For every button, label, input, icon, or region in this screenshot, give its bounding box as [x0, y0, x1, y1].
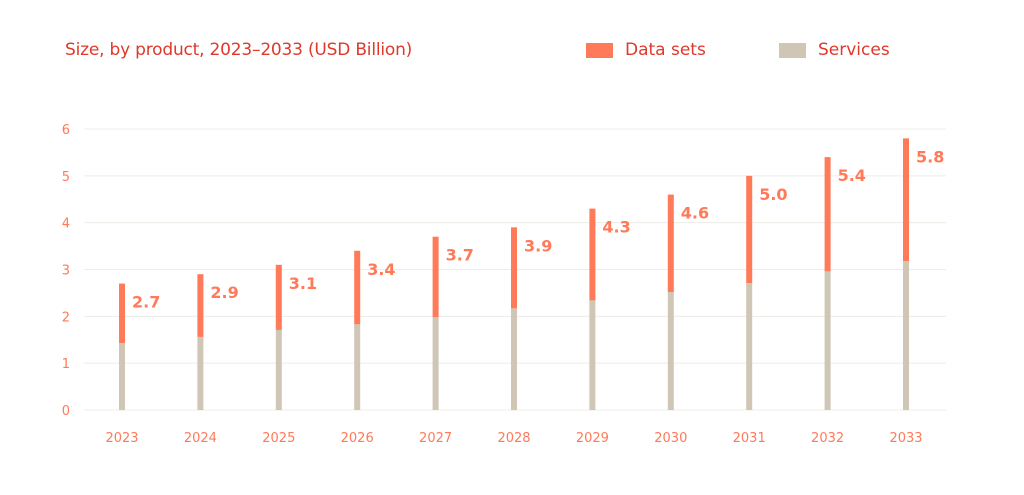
chart-title: Size, by product, 2023–2033 (USD Billion…	[65, 40, 413, 60]
total-value-label: 4.6	[681, 204, 709, 223]
bar-segment-services	[903, 261, 909, 410]
legend-label-services: Services	[818, 40, 890, 60]
total-value-label: 4.3	[602, 218, 630, 237]
x-tick-label: 2026	[341, 431, 374, 446]
bar-segment-services	[275, 329, 282, 410]
bar-segment-services	[354, 324, 361, 410]
bars	[119, 138, 909, 410]
legend-swatch-services	[779, 42, 806, 58]
total-value-label: 3.4	[367, 260, 395, 279]
x-tick-label: 2032	[811, 431, 844, 446]
x-tick-label: 2028	[497, 431, 530, 446]
bar-segment-data-sets	[354, 250, 361, 325]
bar-segment-services	[511, 308, 517, 410]
total-value-label: 5.0	[759, 185, 787, 204]
bar-segment-services	[432, 317, 439, 410]
total-value-label: 2.7	[132, 293, 160, 312]
bar-segment-data-sets	[667, 194, 674, 292]
total-value-label: 3.7	[446, 246, 474, 265]
x-tick-label: 2031	[733, 431, 766, 446]
total-value-label: 3.1	[289, 274, 317, 293]
bar-segment-data-sets	[746, 175, 753, 284]
legend-item-data-sets: Data sets	[586, 40, 706, 60]
y-tick-label: 3	[62, 264, 70, 279]
x-tick-label: 2027	[419, 431, 452, 446]
total-value-label: 2.9	[210, 283, 238, 302]
y-tick-label: 2	[62, 310, 70, 325]
total-value-label: 5.8	[916, 147, 944, 166]
bar-segment-services	[197, 336, 204, 410]
y-tick-label: 4	[62, 217, 70, 232]
bar-segment-services	[667, 291, 674, 410]
bar-segment-services	[119, 343, 125, 410]
x-axis-ticks: 2023 2024 2025 2026 2027 2028 2029 2030 2031 2032…	[105, 431, 922, 446]
bar-segment-services	[746, 283, 753, 410]
y-tick-label: 5	[62, 170, 70, 185]
x-tick-label: 2024	[184, 431, 217, 446]
bar-segment-data-sets	[197, 274, 204, 337]
bar-segment-data-sets	[824, 157, 831, 272]
legend-label-data-sets: Data sets	[625, 40, 706, 60]
bar-segment-data-sets	[275, 264, 282, 330]
bar-segment-data-sets	[903, 138, 909, 262]
bar-segment-services	[589, 300, 596, 410]
x-tick-label: 2033	[889, 431, 922, 446]
x-tick-label: 2023	[105, 431, 138, 446]
bar-segment-data-sets	[432, 236, 439, 318]
y-tick-label: 0	[62, 404, 70, 419]
bar-segment-data-sets	[119, 283, 125, 344]
bar-segment-data-sets	[511, 227, 517, 309]
legend-item-services: Services	[779, 40, 890, 60]
y-tick-label: 6	[62, 123, 70, 138]
y-axis-ticks: 0 1 2 3 4 5 6	[62, 123, 70, 419]
legend-swatch-data-sets	[586, 42, 613, 58]
total-value-label: 5.4	[838, 166, 866, 185]
value-labels: 2.7 2.9 3.1 3.4 3.7 3.9 4.3 4.6 5.0 5.4 5.8	[132, 147, 944, 311]
x-tick-label: 2025	[262, 431, 295, 446]
x-tick-label: 2029	[576, 431, 609, 446]
y-tick-label: 1	[62, 357, 70, 372]
bar-segment-services	[824, 271, 831, 410]
x-tick-label: 2030	[654, 431, 687, 446]
bar-segment-data-sets	[589, 208, 596, 301]
total-value-label: 3.9	[524, 236, 552, 255]
